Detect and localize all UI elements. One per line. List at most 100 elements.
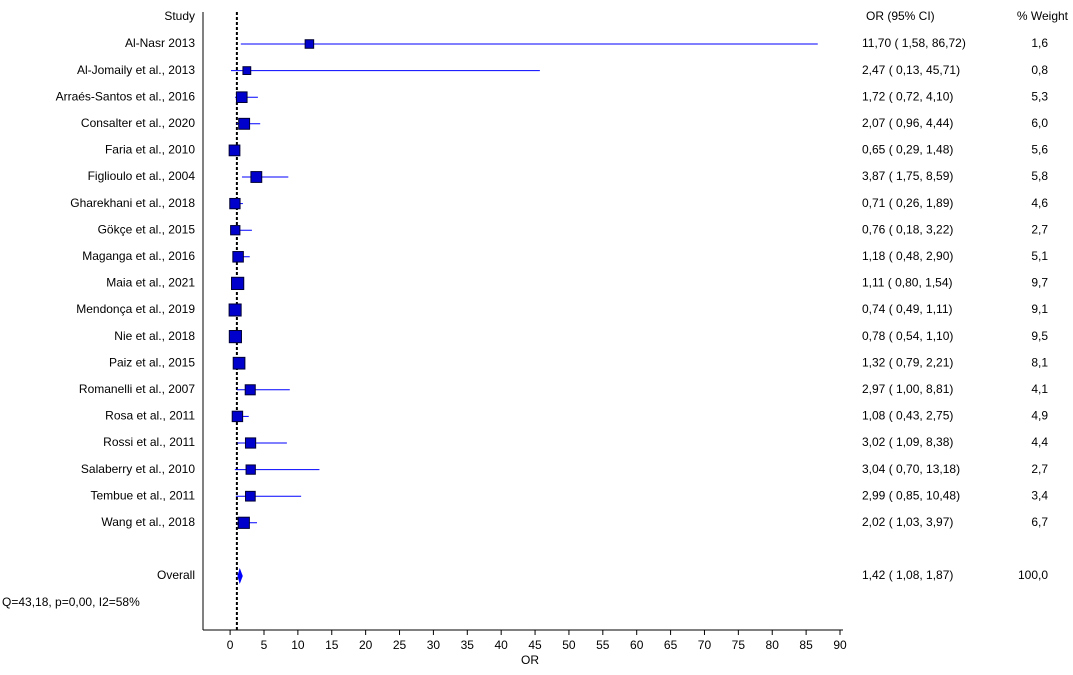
ci-label: 1,08 ( 0,43, 2,75): [862, 409, 953, 423]
x-tick-label: 35: [461, 638, 475, 652]
ci-label: 0,65 ( 0,29, 1,48): [862, 143, 953, 157]
or-marker: [237, 516, 250, 529]
x-tick-label: 45: [528, 638, 542, 652]
x-tick-label: 80: [766, 638, 780, 652]
overall-diamond: [237, 568, 243, 584]
x-tick-label: 75: [732, 638, 746, 652]
x-tick-label: 60: [630, 638, 644, 652]
or-marker: [250, 171, 263, 183]
study-name: Gökçe et al., 2015: [98, 222, 196, 236]
ci-label: 1,18 ( 0,48, 2,90): [862, 249, 953, 263]
study-name: Paiz et al., 2015: [109, 355, 195, 369]
or-marker: [228, 303, 242, 317]
ci-label: 3,02 ( 1,09, 8,38): [862, 435, 953, 449]
or-marker: [232, 356, 246, 370]
weight-label: 5,3: [1031, 89, 1048, 103]
ci-label: 1,32 ( 0,79, 2,21): [862, 355, 953, 369]
ci-label: 1,11 ( 0,80, 1,54): [862, 276, 953, 290]
or-marker: [244, 437, 257, 449]
x-tick-label: 5: [261, 638, 268, 652]
or-marker: [231, 410, 244, 423]
x-axis-label: OR: [521, 653, 539, 667]
or-marker: [238, 117, 251, 130]
study-name: Figlioulo et al., 2004: [88, 169, 196, 183]
x-tick-label: 0: [227, 638, 234, 652]
ci-label: 2,47 ( 0,13, 45,71): [862, 63, 960, 77]
weight-label: 6,0: [1031, 116, 1048, 130]
ci-label: 11,70 ( 1,58, 86,72): [862, 36, 966, 50]
ci-header: OR (95% CI): [866, 9, 935, 23]
study-name: Rossi et al., 2011: [103, 435, 195, 449]
study-name: Maia et al., 2021: [106, 276, 195, 290]
ci-label: 2,99 ( 0,85, 10,48): [862, 488, 960, 502]
ci-label: 0,71 ( 0,26, 1,89): [862, 196, 953, 210]
overall-weight-label: 100,0: [1018, 568, 1048, 582]
study-name: Nie et al., 2018: [114, 329, 195, 343]
weight-label: 2,7: [1031, 462, 1048, 476]
or-marker: [228, 144, 241, 157]
x-tick-label: 50: [562, 638, 576, 652]
study-name: Arraés-Santos et al., 2016: [56, 89, 196, 103]
or-marker: [244, 384, 256, 396]
or-marker: [231, 276, 245, 291]
weight-label: 4,1: [1031, 382, 1048, 396]
study-header: Study: [164, 9, 195, 23]
study-name: Salaberry et al., 2010: [81, 462, 195, 476]
overall-name: Overall: [157, 568, 195, 582]
weight-label: 9,5: [1031, 329, 1048, 343]
study-name: Al-Nasr 2013: [125, 36, 195, 50]
x-tick-label: 15: [325, 638, 339, 652]
weight-label: 4,6: [1031, 196, 1048, 210]
study-name: Faria et al., 2010: [105, 143, 195, 157]
or-marker: [228, 330, 242, 344]
ci-label: 3,87 ( 1,75, 8,59): [862, 169, 953, 183]
x-tick-label: 40: [494, 638, 508, 652]
weight-label: 5,8: [1031, 169, 1048, 183]
x-tick-label: 70: [698, 638, 712, 652]
weight-label: 9,1: [1031, 302, 1048, 316]
weight-label: 8,1: [1031, 355, 1048, 369]
ci-label: 2,02 ( 1,03, 3,97): [862, 515, 953, 529]
weight-label: 5,6: [1031, 143, 1048, 157]
weight-label: 1,6: [1031, 36, 1048, 50]
weight-label: 5,1: [1031, 249, 1048, 263]
study-name: Tembue et al., 2011: [90, 488, 195, 502]
x-tick-label: 90: [833, 638, 847, 652]
study-name: Al-Jomaily et al., 2013: [77, 63, 195, 77]
x-tick-label: 25: [393, 638, 407, 652]
heterogeneity: Q=43,18, p=0,00, I2=58%: [2, 595, 140, 609]
or-marker: [242, 66, 252, 75]
study-name: Rosa et al., 2011: [105, 409, 195, 423]
ci-label: 3,04 ( 0,70, 13,18): [862, 462, 960, 476]
study-name: Maganga et al., 2016: [82, 249, 195, 263]
weight-label: 3,4: [1031, 488, 1048, 502]
or-marker: [229, 197, 241, 210]
weight-label: 4,9: [1031, 409, 1048, 423]
ci-label: 2,07 ( 0,96, 4,44): [862, 116, 953, 130]
x-tick-label: 10: [291, 638, 305, 652]
x-tick-label: 30: [427, 638, 441, 652]
weight-label: 0,8: [1031, 63, 1048, 77]
weight-header: % Weight: [1017, 9, 1069, 23]
x-tick-label: 65: [664, 638, 678, 652]
or-marker: [245, 490, 256, 502]
or-marker: [230, 225, 241, 236]
or-marker: [245, 464, 256, 475]
study-name: Gharekhani et al., 2018: [70, 196, 195, 210]
ci-label: 0,78 ( 0,54, 1,10): [862, 329, 953, 343]
ci-label: 0,74 ( 0,49, 1,11): [862, 302, 953, 316]
ci-label: 0,76 ( 0,18, 3,22): [862, 222, 953, 236]
or-marker: [232, 251, 244, 263]
study-name: Wang et al., 2018: [101, 515, 195, 529]
or-marker: [235, 91, 248, 104]
ci-label: 2,97 ( 1,00, 8,81): [862, 382, 953, 396]
weight-label: 6,7: [1031, 515, 1048, 529]
study-name: Romanelli et al., 2007: [79, 382, 195, 396]
x-tick-label: 20: [359, 638, 373, 652]
overall-ci-label: 1,42 ( 1,08, 1,87): [862, 568, 953, 582]
weight-label: 2,7: [1031, 222, 1048, 236]
x-tick-label: 55: [596, 638, 610, 652]
study-name: Consalter et al., 2020: [81, 116, 195, 130]
x-tick-label: 85: [799, 638, 813, 652]
